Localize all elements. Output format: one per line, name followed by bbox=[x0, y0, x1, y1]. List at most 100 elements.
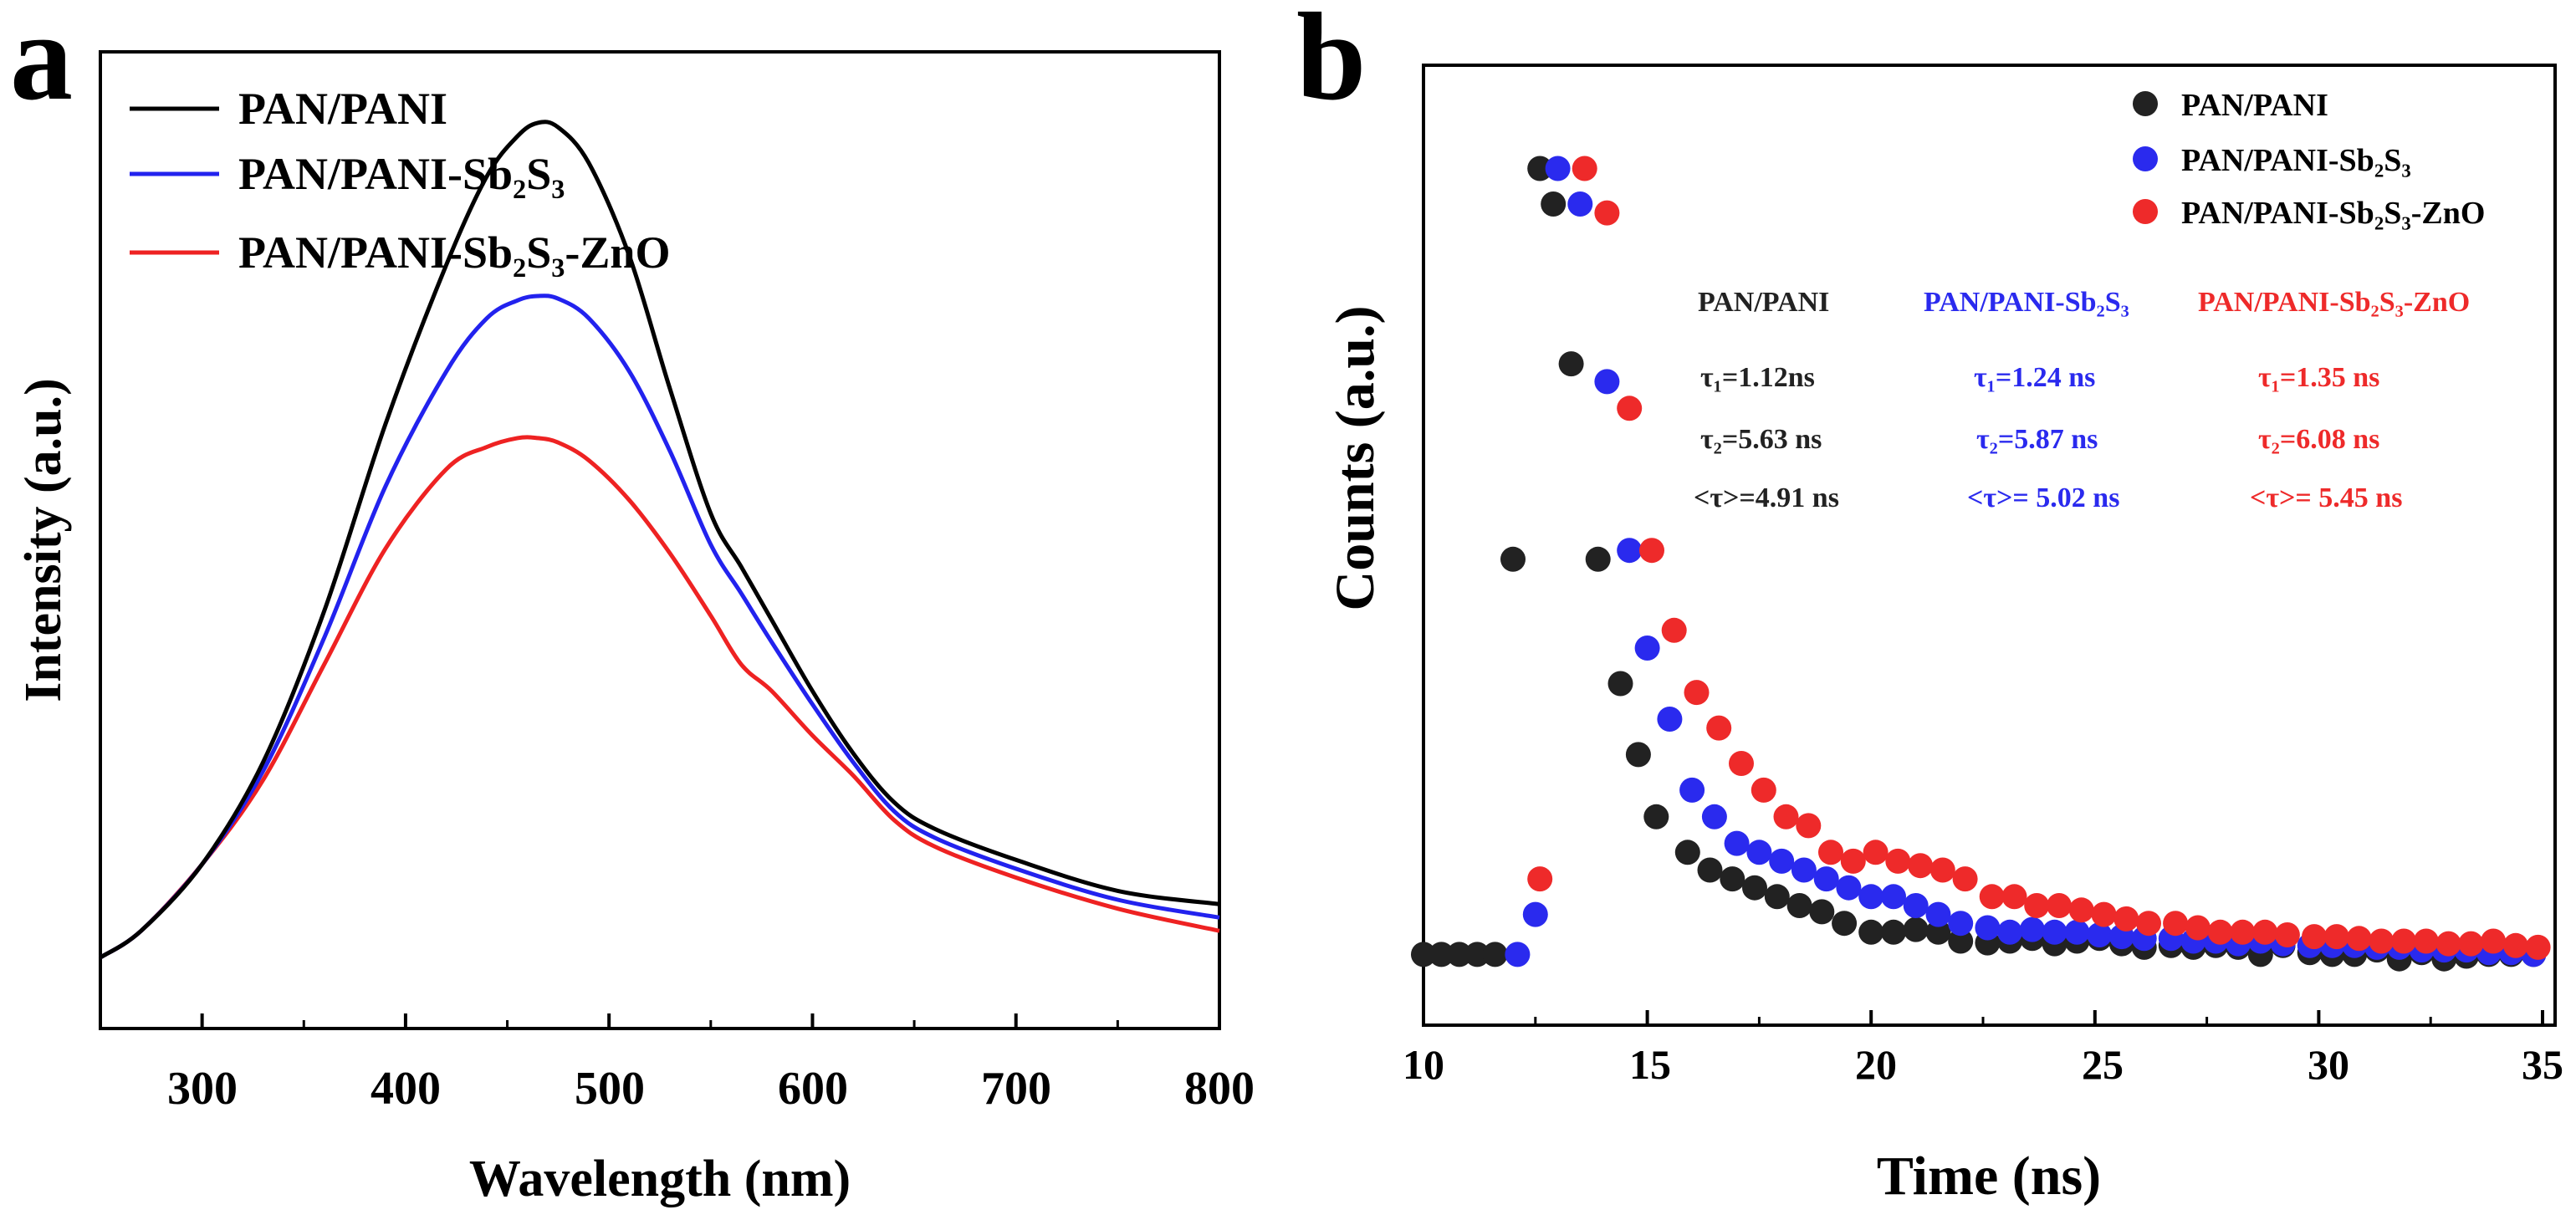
scatter-point-pan-pani-sb2s3-zno bbox=[1979, 884, 2005, 910]
scatter-point-pan-pani-sb2s3 bbox=[1881, 884, 1906, 910]
panel-a-series-lines bbox=[99, 120, 1220, 960]
scatter-point-pan-pani-sb2s3-zno bbox=[2525, 934, 2551, 960]
scatter-point-pan-pani bbox=[1643, 804, 1669, 829]
scatter-point-pan-pani-sb2s3-zno bbox=[1863, 840, 1889, 865]
scatter-point-pan-pani-sb2s3 bbox=[1617, 538, 1643, 564]
scatter-point-pan-pani-sb2s3-zno bbox=[1840, 848, 1866, 874]
series-line-pan-pani-sb2s3-zno bbox=[99, 435, 1220, 960]
lifetime-column-pan-pani: PAN/PANI τ₁=1.12ns τ₂=5.63 ns <τ>=4.91 n… bbox=[1694, 287, 1839, 513]
scatter-point-pan-pani-sb2s3-zno bbox=[2136, 911, 2161, 937]
scatter-point-pan-pani bbox=[1446, 942, 1472, 967]
legend-label-pan-pani-sb2s3-zno: PAN/PANI-Sb₂S₃-ZnO bbox=[238, 227, 670, 278]
legend-marker-pan-pani bbox=[2133, 91, 2158, 116]
legend-marker-pan-pani-sb2s3 bbox=[2133, 146, 2158, 171]
x-tick-label-35: 35 bbox=[2522, 1041, 2563, 1088]
scatter-point-pan-pani bbox=[1464, 942, 1490, 967]
scatter-point-pan-pani-sb2s3-zno bbox=[1773, 804, 1799, 829]
scatter-point-pan-pani bbox=[1881, 919, 1906, 945]
scatter-point-pan-pani-sb2s3 bbox=[2019, 916, 2045, 942]
scatter-point-pan-pani-sb2s3-zno bbox=[1796, 813, 1822, 839]
scatter-point-pan-pani-sb2s3 bbox=[1594, 369, 1620, 395]
x-tick-label-15: 15 bbox=[1629, 1041, 1671, 1088]
scatter-point-pan-pani-sb2s3-zno bbox=[1639, 538, 1664, 564]
scatter-point-pan-pani-sb2s3-zno bbox=[1617, 396, 1643, 421]
scatter-point-pan-pani bbox=[1429, 942, 1454, 967]
panel-a: a 300 400 500 600 700 800 Wavelength (nm… bbox=[10, 0, 1255, 1207]
lifetime-column-pan-pani-sb2s3: PAN/PANI-Sb₂S₃ τ₁=1.24 ns τ₂=5.87 ns <τ>… bbox=[1924, 287, 2129, 513]
scatter-point-pan-pani bbox=[1674, 840, 1700, 865]
scatter-point-pan-pani-sb2s3 bbox=[1522, 901, 1548, 927]
scatter-point-pan-pani bbox=[1585, 546, 1611, 572]
series-line-pan-pani bbox=[99, 120, 1220, 960]
lifetime-header-pan-pani: PAN/PANI bbox=[1698, 287, 1829, 318]
scatter-point-pan-pani bbox=[1558, 351, 1584, 377]
scatter-point-pan-pani bbox=[1720, 866, 1745, 892]
scatter-point-pan-pani-sb2s3-zno bbox=[2502, 932, 2528, 958]
panel-a-plot-frame bbox=[99, 50, 1221, 1030]
scatter-point-pan-pani-sb2s3 bbox=[1746, 840, 1772, 865]
lifetime-tau2-pan-pani-sb2s3-zno: τ₂=6.08 ns bbox=[2258, 424, 2379, 455]
scatter-point-pan-pani bbox=[1786, 893, 1812, 918]
scatter-point-pan-pani-sb2s3 bbox=[1657, 707, 1683, 732]
scatter-point-pan-pani bbox=[1482, 942, 1508, 967]
lifetime-tau2-pan-pani: τ₂=5.63 ns bbox=[1700, 424, 1822, 455]
scatter-point-pan-pani-sb2s3 bbox=[1858, 884, 1884, 910]
legend-label-pan-pani-sb2s3: PAN/PANI-Sb₂S₃ bbox=[2181, 143, 2411, 178]
scatter-point-pan-pani-sb2s3-zno bbox=[2068, 897, 2094, 923]
lifetime-header-pan-pani-sb2s3-zno: PAN/PANI-Sb₂S₃-ZnO bbox=[2198, 287, 2470, 318]
scatter-point-pan-pani-sb2s3-zno bbox=[1751, 777, 1776, 803]
lifetime-avg-pan-pani-sb2s3-zno: <τ>= 5.45 ns bbox=[2250, 482, 2402, 513]
scatter-point-pan-pani-sb2s3-zno bbox=[1908, 853, 1934, 879]
x-tick-label-25: 25 bbox=[2082, 1041, 2124, 1088]
x-tick-label-400: 400 bbox=[371, 1063, 441, 1115]
scatter-point-pan-pani-sb2s3 bbox=[1925, 901, 1951, 927]
scatter-point-pan-pani bbox=[1541, 191, 1567, 217]
scatter-point-pan-pani-sb2s3-zno bbox=[2230, 919, 2256, 945]
x-tick-label-700: 700 bbox=[981, 1063, 1051, 1115]
panel-a-x-axis-label: Wavelength (nm) bbox=[469, 1151, 851, 1207]
scatter-point-pan-pani-sb2s3-zno bbox=[1572, 156, 1597, 181]
panel-a-label: a bbox=[10, 0, 73, 126]
scatter-point-pan-pani bbox=[1742, 875, 1767, 901]
scatter-point-pan-pani bbox=[1832, 911, 1858, 937]
panel-b-x-tick-labels: 10 15 20 25 30 35 bbox=[1403, 1041, 2563, 1088]
scatter-point-pan-pani-sb2s3-zno bbox=[2458, 931, 2484, 957]
scatter-point-pan-pani bbox=[1858, 919, 1884, 945]
panel-b-y-axis-label: Counts (a.u.) bbox=[1325, 306, 1386, 611]
panel-b-scatter-points bbox=[1411, 156, 2551, 972]
lifetime-tau2-pan-pani-sb2s3: τ₂=5.87 ns bbox=[1976, 424, 2098, 455]
scatter-point-pan-pani-sb2s3 bbox=[1701, 804, 1727, 829]
scatter-point-pan-pani-sb2s3-zno bbox=[2024, 893, 2050, 918]
panel-a-legend: PAN/PANI PAN/PANI-Sb₂S₃ PAN/PANI-Sb₂S₃-Z… bbox=[130, 84, 670, 278]
panel-b: b 10 15 20 25 30 35 Time (ns) Counts (a.… bbox=[1296, 0, 2563, 1207]
scatter-point-pan-pani-sb2s3-zno bbox=[1952, 866, 1978, 892]
scatter-point-pan-pani-sb2s3 bbox=[2064, 919, 2090, 945]
scatter-point-pan-pani-sb2s3 bbox=[1567, 191, 1593, 217]
scatter-point-pan-pani-sb2s3 bbox=[1975, 915, 2001, 941]
scatter-point-pan-pani-sb2s3-zno bbox=[2369, 928, 2395, 954]
scatter-point-pan-pani bbox=[1903, 916, 1929, 942]
lifetime-avg-pan-pani: <τ>=4.91 ns bbox=[1694, 482, 1839, 513]
scatter-point-pan-pani-sb2s3-zno bbox=[2047, 893, 2072, 918]
scatter-point-pan-pani-sb2s3 bbox=[1997, 919, 2023, 945]
scatter-point-pan-pani bbox=[1625, 742, 1651, 768]
scatter-point-pan-pani-sb2s3-zno bbox=[2435, 931, 2461, 957]
lifetime-header-pan-pani-sb2s3: PAN/PANI-Sb₂S₃ bbox=[1924, 287, 2129, 318]
x-tick-label-600: 600 bbox=[778, 1063, 848, 1115]
scatter-point-pan-pani bbox=[1411, 942, 1436, 967]
scatter-point-pan-pani-sb2s3-zno bbox=[2323, 924, 2349, 950]
scatter-point-pan-pani-sb2s3-zno bbox=[1885, 848, 1911, 874]
scatter-point-pan-pani-sb2s3-zno bbox=[1684, 680, 1710, 706]
scatter-point-pan-pani-sb2s3 bbox=[1903, 893, 1929, 918]
scatter-point-pan-pani-sb2s3-zno bbox=[2481, 928, 2507, 954]
x-tick-label-800: 800 bbox=[1184, 1063, 1255, 1115]
x-tick-label-30: 30 bbox=[2308, 1041, 2349, 1088]
scatter-point-pan-pani-sb2s3-zno bbox=[2001, 884, 2027, 910]
panel-b-legend: PAN/PANI PAN/PANI-Sb₂S₃ PAN/PANI-Sb₂S₃-Z… bbox=[2133, 88, 2485, 231]
legend-label-pan-pani-sb2s3-zno: PAN/PANI-Sb₂S₃-ZnO bbox=[2181, 196, 2485, 231]
x-tick-label-300: 300 bbox=[167, 1063, 238, 1115]
scatter-point-pan-pani-sb2s3 bbox=[1545, 156, 1571, 181]
scatter-point-pan-pani-sb2s3 bbox=[1679, 777, 1705, 803]
panel-b-x-ticks bbox=[1422, 1010, 2544, 1025]
legend-marker-pan-pani-sb2s3-zno bbox=[2133, 199, 2158, 224]
